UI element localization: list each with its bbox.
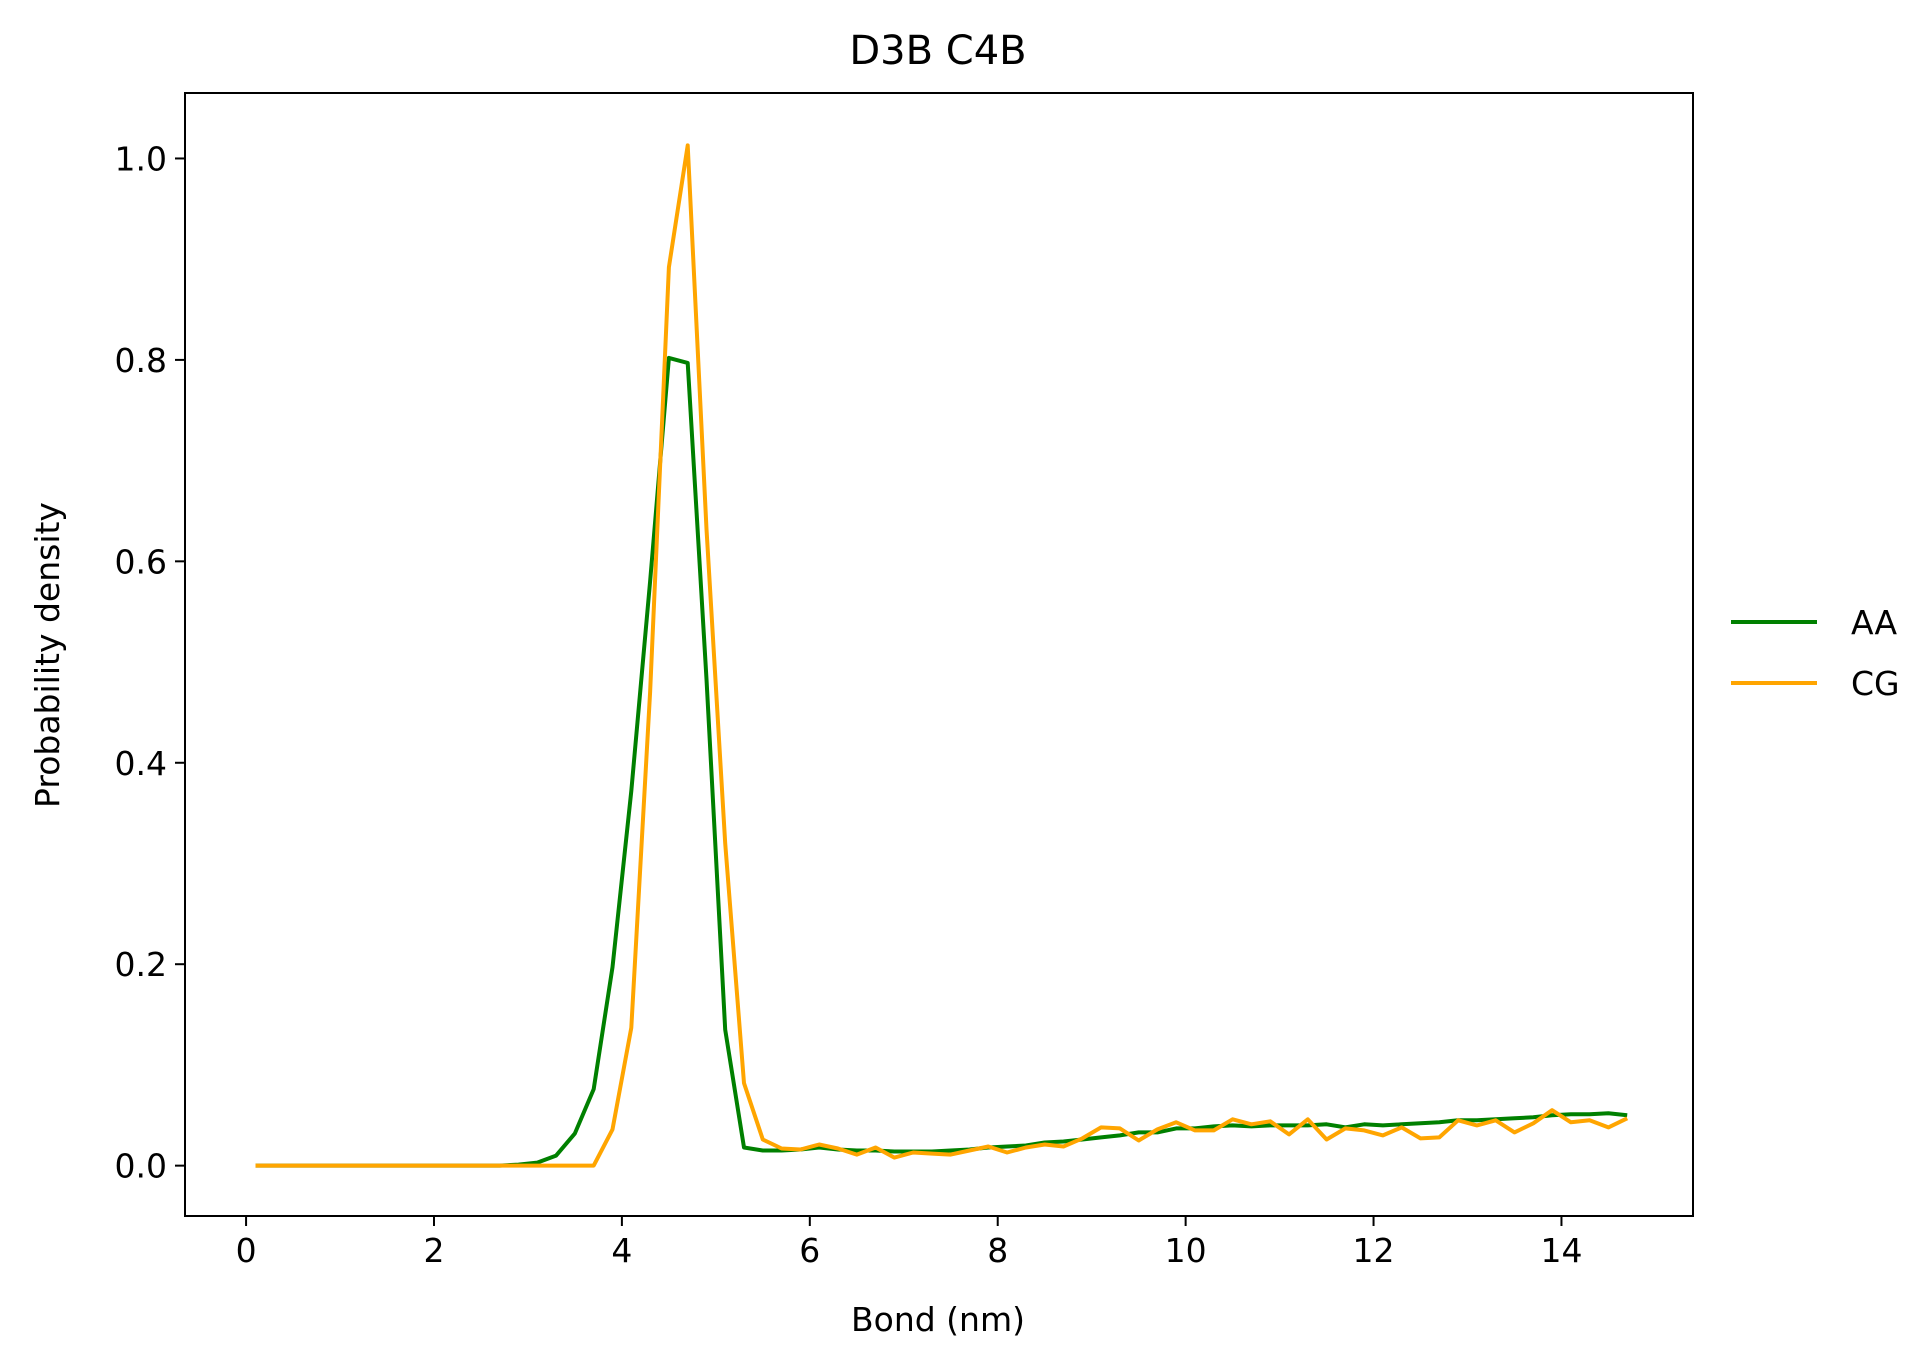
chart-title: D3B C4B bbox=[849, 28, 1026, 74]
x-tick-label: 12 bbox=[1353, 1231, 1395, 1270]
y-tick-label: 0.2 bbox=[115, 945, 167, 984]
x-tick-label: 6 bbox=[799, 1231, 820, 1270]
plot-area bbox=[184, 92, 1694, 1217]
x-tick-label: 2 bbox=[423, 1231, 444, 1270]
legend: AA CG bbox=[1731, 603, 1900, 703]
x-axis: 0 2 4 6 8 10 12 14 bbox=[236, 1216, 1582, 1270]
legend-label-cg: CG bbox=[1851, 664, 1900, 703]
x-tick-label: 4 bbox=[611, 1231, 632, 1270]
y-tick-label: 0.8 bbox=[115, 341, 167, 380]
y-axis-label: Probability density bbox=[28, 502, 67, 808]
series-line-cg bbox=[255, 143, 1629, 1168]
y-tick-label: 0.4 bbox=[115, 744, 167, 783]
y-tick-label: 1.0 bbox=[115, 139, 167, 178]
x-tick-label: 0 bbox=[236, 1231, 257, 1270]
y-tick-label: 0.6 bbox=[115, 542, 167, 581]
axes-frame bbox=[184, 92, 1694, 1217]
legend-label-aa: AA bbox=[1851, 603, 1897, 642]
y-tick-label: 0.0 bbox=[115, 1147, 167, 1186]
x-tick-label: 8 bbox=[987, 1231, 1008, 1270]
y-axis: 0.0 0.2 0.4 0.6 0.8 1.0 bbox=[115, 139, 185, 1186]
x-tick-label: 14 bbox=[1540, 1231, 1582, 1270]
series-layer bbox=[255, 143, 1629, 1168]
x-axis-label: Bond (nm) bbox=[851, 1300, 1025, 1339]
x-tick-label: 10 bbox=[1165, 1231, 1207, 1270]
